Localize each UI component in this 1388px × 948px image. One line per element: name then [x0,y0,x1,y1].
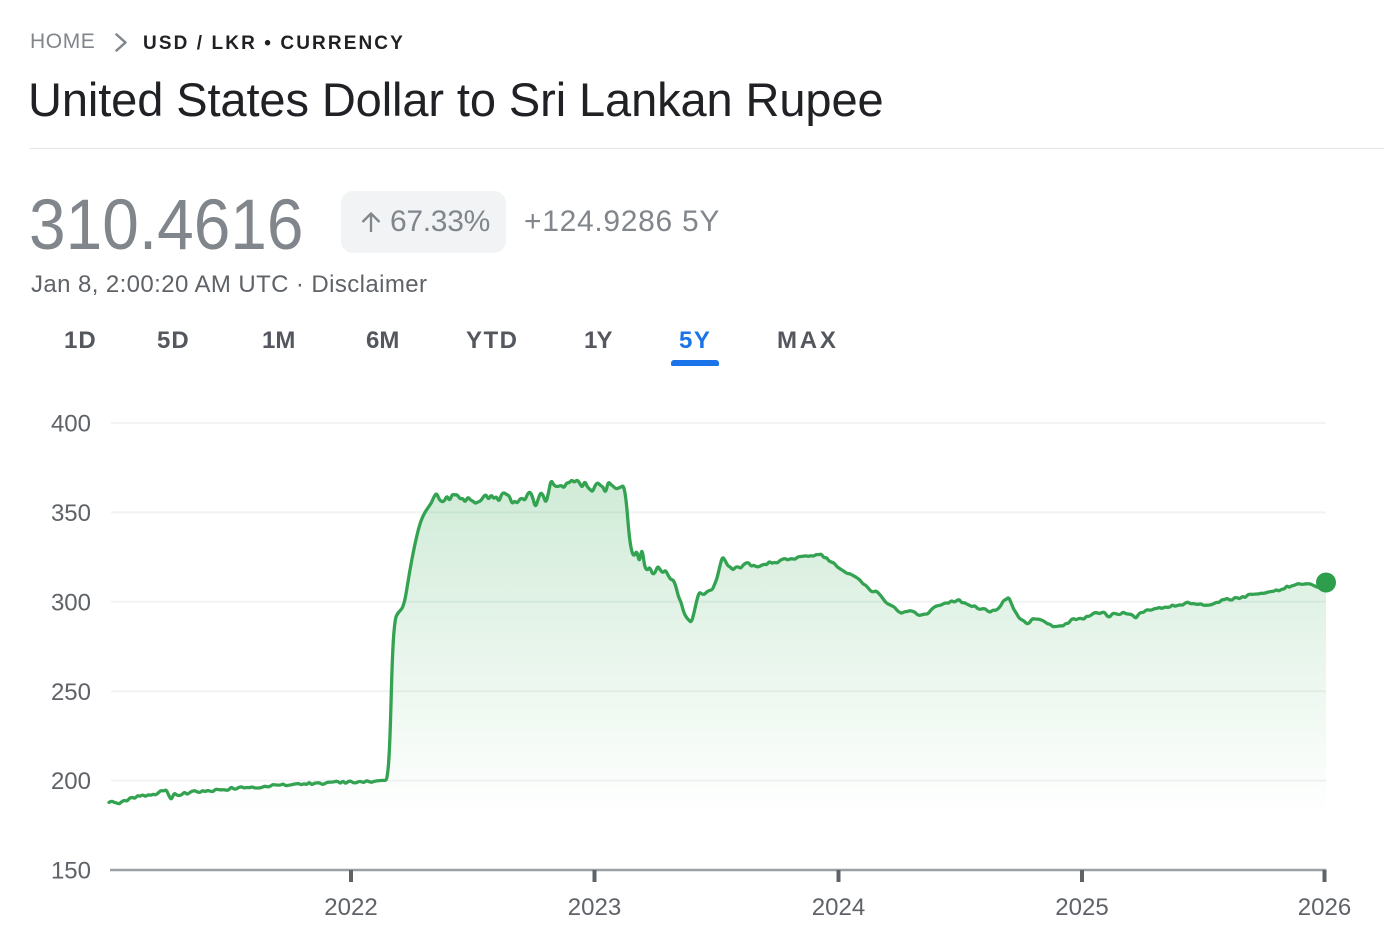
svg-text:400: 400 [51,411,91,438]
svg-text:350: 350 [51,500,91,527]
svg-text:2026: 2026 [1298,894,1351,921]
svg-text:300: 300 [51,589,91,616]
svg-text:150: 150 [51,858,91,885]
svg-text:2023: 2023 [568,894,621,921]
svg-text:250: 250 [51,679,91,706]
svg-text:2022: 2022 [324,894,377,921]
svg-text:2025: 2025 [1055,894,1108,921]
svg-text:200: 200 [51,768,91,795]
svg-text:2024: 2024 [812,894,865,921]
